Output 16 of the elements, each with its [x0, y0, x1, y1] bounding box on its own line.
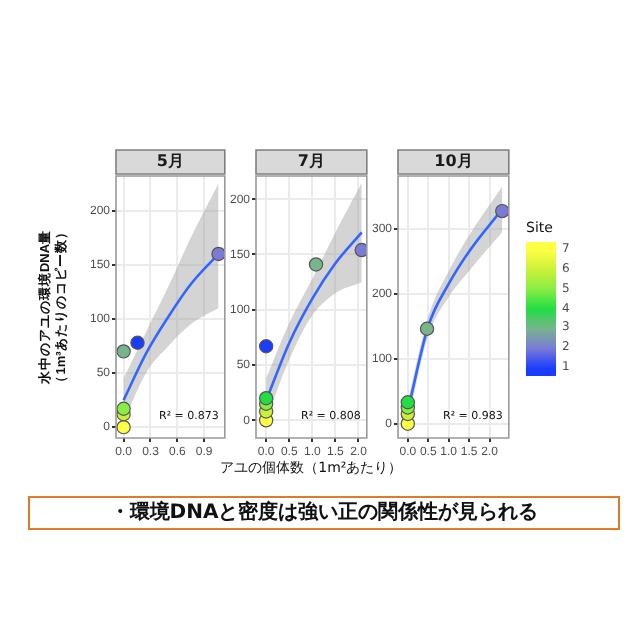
- chart-title: 7月: [297, 152, 325, 171]
- chart-title: 5月: [156, 152, 184, 171]
- point: [400, 395, 416, 410]
- point: [354, 242, 367, 258]
- chart-title: 10月: [434, 152, 473, 171]
- point: [308, 257, 324, 272]
- text: ・環境DNAと密度は強い正の関係性が見られる: [28, 496, 620, 530]
- point: [495, 203, 509, 219]
- point: [130, 335, 145, 350]
- point: [211, 246, 225, 262]
- point: [258, 339, 274, 354]
- point: [419, 321, 435, 336]
- point: [116, 419, 131, 435]
- point: [258, 391, 274, 406]
- point: [116, 401, 131, 416]
- point: [116, 344, 131, 359]
